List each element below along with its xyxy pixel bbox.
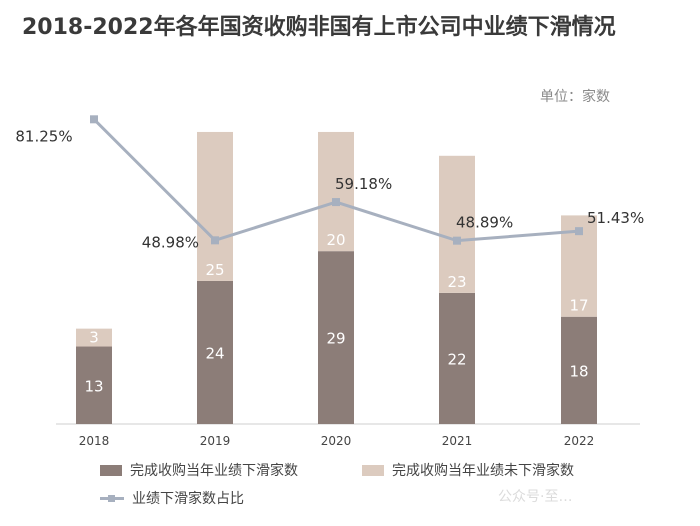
x-tick-label-2022: 2022 [564,434,595,448]
legend-label-declined: 完成收购当年业绩下滑家数 [130,463,298,479]
value-label-declined-2021: 22 [447,350,466,368]
bar-not-declined-2018 [76,328,112,347]
value-label-not-declined-2019: 25 [205,261,224,279]
value-label-declined-2022: 18 [569,362,588,380]
bar-declined-2018 [76,346,112,424]
ratio-marker-2020 [332,198,340,207]
ratio-line-group [90,115,583,245]
ratio-marker-2021 [453,236,461,245]
legend-swatch-not-declined [362,464,384,476]
bar-declined-2022 [561,316,597,424]
x-tick-label-2018: 2018 [79,434,110,448]
legend-label-ratio: 业绩下滑家数占比 [132,491,244,507]
bar-declined-2021 [439,292,475,424]
bar-not-declined-2021 [439,155,475,293]
legend-item-not-declined: 完成收购当年业绩未下滑家数 [362,460,574,480]
ratio-label-2018: 81.25% [15,127,72,145]
unit-label: 单位：家数 [540,89,610,105]
watermark: 公众号·至… [498,489,573,505]
ratio-label-2020: 59.18% [335,175,392,193]
bar-not-declined-2019 [197,131,233,281]
legend-swatch-ratio [100,493,124,504]
ratio-label-2019: 48.98% [142,233,199,251]
legend-item-declined: 完成收购当年业绩下滑家数 [100,460,298,480]
bar-declined-2020 [318,251,354,424]
legend-swatch-declined [100,464,122,476]
x-tick-label-2021: 2021 [442,434,473,448]
value-label-declined-2019: 24 [205,344,224,362]
x-tick-label-2020: 2020 [321,434,352,448]
bar-not-declined-2020 [318,131,354,252]
value-label-not-declined-2018: 3 [89,329,99,347]
value-label-not-declined-2020: 20 [326,231,345,249]
value-label-declined-2018: 13 [84,377,103,395]
ratio-marker-2019 [211,236,219,245]
value-label-declined-2020: 29 [326,330,345,348]
bar-declined-2019 [197,280,233,424]
value-label-not-declined-2021: 23 [447,273,466,291]
bar-group [76,131,597,424]
value-label-not-declined-2022: 17 [569,297,588,315]
label-group: 1332018242520192920202022232021181720228… [15,127,644,448]
legend-label-not-declined: 完成收购当年业绩未下滑家数 [392,463,574,479]
ratio-label-2021: 48.89% [456,214,513,232]
chart-title: 2018-2022年各年国资收购非国有上市公司中业绩下滑情况 [22,15,616,40]
legend-item-ratio: 业绩下滑家数占比 [100,488,244,508]
x-tick-label-2019: 2019 [200,434,231,448]
ratio-marker-2022 [575,227,583,236]
ratio-label-2022: 51.43% [587,209,644,227]
ratio-marker-2018 [90,115,98,124]
